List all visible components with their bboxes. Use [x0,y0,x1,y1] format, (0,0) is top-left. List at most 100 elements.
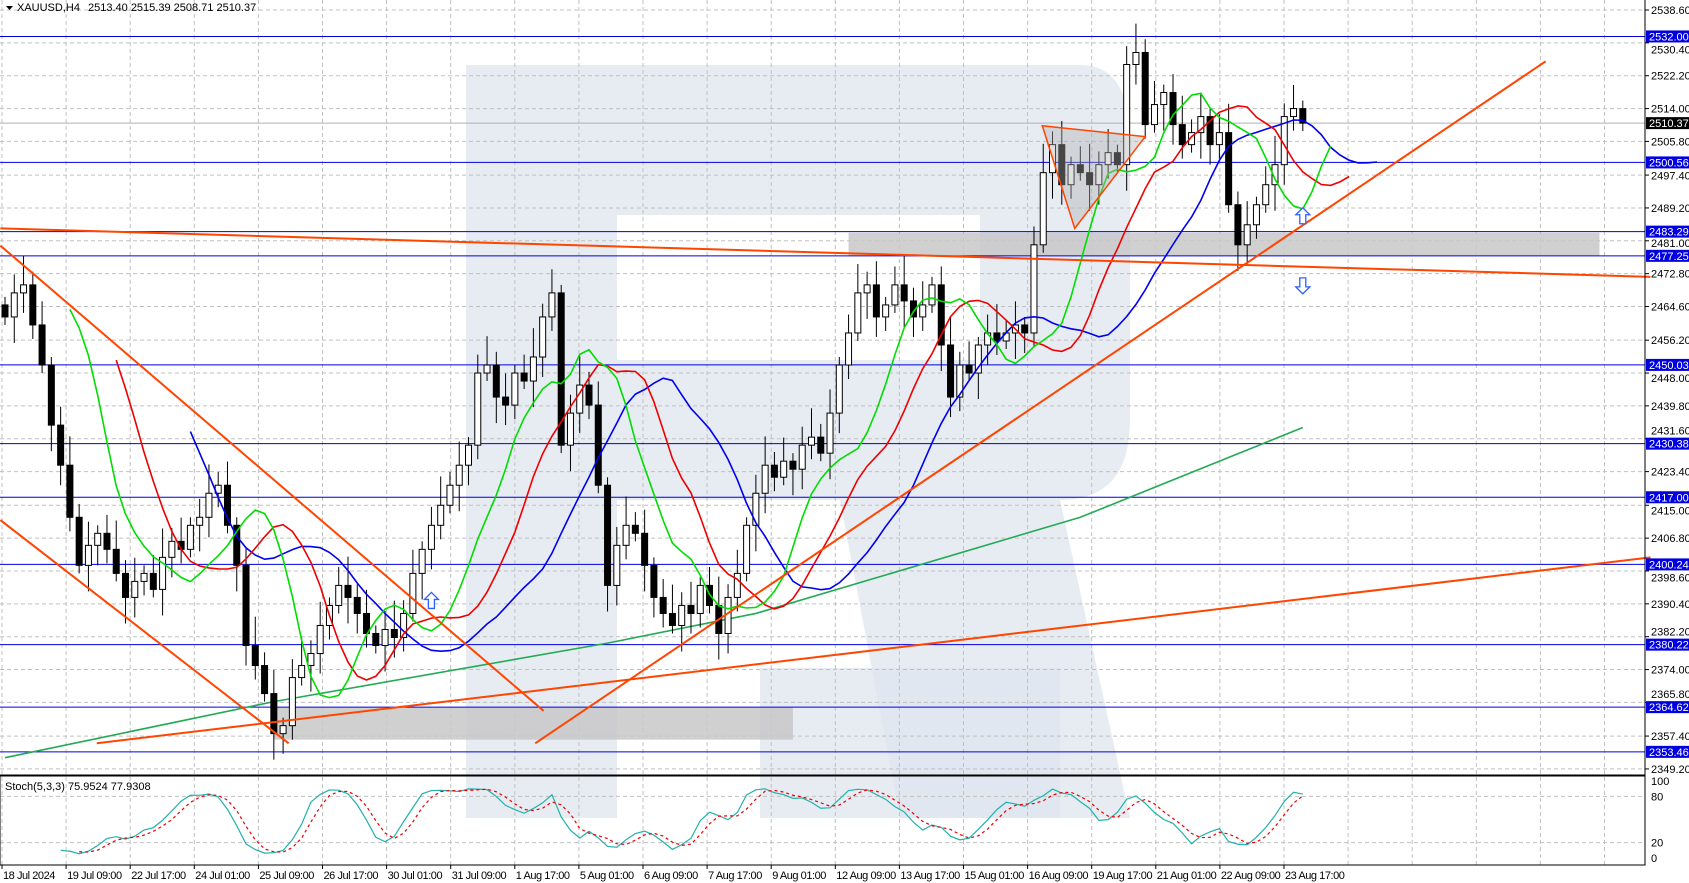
price-tick-label: 2481.00 [1651,238,1689,250]
time-tick-label: 15 Aug 01:00 [965,870,1025,882]
candle-bull [474,372,482,446]
candle-bull [483,364,491,374]
candle-bull [1095,164,1103,186]
time-tick-label: 23 Aug 17:00 [1285,870,1345,882]
candle-bear [817,436,825,454]
trend-lines[interactable] [0,60,1651,745]
candle-bull [743,524,751,574]
candle-bear [233,524,241,566]
candle-bull [1215,132,1223,146]
price-tick-label: 2456.20 [1651,335,1689,347]
candle-bear [650,564,658,598]
time-tick-label: 13 Aug 17:00 [900,870,960,882]
candle-bull [854,292,862,334]
candle-bull [168,540,176,558]
candle-bull [891,284,899,306]
level-price-label: 2430.38 [1649,439,1689,451]
price-tick-label: 2489.20 [1651,203,1689,215]
candle-bull [140,572,148,582]
candle-bull [288,677,296,727]
candle-bull [1030,244,1038,334]
price-tick-label: 2365.80 [1651,689,1689,701]
level-price-label: 2364.62 [1649,702,1689,714]
trend-line[interactable] [0,519,290,745]
candle-bull [1132,51,1140,65]
candle-bull [1243,224,1251,246]
candle-bull [307,653,315,667]
price-tick-label: 2431.60 [1651,426,1689,438]
candle-bull [622,524,630,546]
trend-line[interactable] [0,227,1651,278]
time-axis[interactable]: 18 Jul 2024 19 Jul 09:00 22 Jul 17:00 24 Ju… [0,864,1645,882]
candle-bull [928,284,936,306]
price-tick-label: 2497.40 [1651,170,1689,182]
candle-bear [789,460,797,470]
candle-bear [66,464,74,518]
time-tick-label: 25 Jul 09:00 [259,870,314,882]
candle-bear [38,324,46,366]
candle-bear [29,284,37,326]
price-tick-label: 2472.80 [1651,269,1689,281]
candle-bear [1076,164,1084,174]
candle-bull [1271,164,1279,186]
candle-bear [594,404,602,486]
level-price-label: 2532.00 [1649,31,1689,43]
price-tick-label: 2382.20 [1651,627,1689,639]
alligator-lines [69,92,1378,699]
collapse-triangle-icon[interactable] [6,6,13,10]
candle-bear [1299,108,1307,124]
triangle-pattern[interactable] [1041,124,1147,230]
candle-bear [1113,152,1121,166]
candle-bear [993,332,1001,342]
candle-bear [122,572,130,598]
candle-bull [835,364,843,414]
candle-bull [316,624,324,655]
candle-bear [103,532,111,550]
candle-bull [427,524,435,550]
candle-bear [1141,51,1149,126]
price-tick-label: 2390.40 [1651,599,1689,611]
time-tick-label: 9 Aug 01:00 [772,870,826,882]
level-price-tag [1646,156,1689,169]
candle-bull [1067,164,1075,186]
price-tick-label: 2374.00 [1651,665,1689,677]
price-axis[interactable]: 2538.60 2530.40 2522.20 2514.00 2505.80 2497.… [0,0,1689,865]
candle-bear [1234,204,1242,246]
candle-bear [1169,92,1177,126]
price-tick-label: 2439.80 [1651,401,1689,413]
candle-bear [1,304,9,318]
horizontal-levels[interactable] [0,35,1645,753]
candle-bear [270,693,278,735]
time-tick-label: 31 Jul 09:00 [452,870,507,882]
candle-bull [826,412,834,454]
time-tick-label: 12 Aug 09:00 [836,870,896,882]
level-price-tag [1646,225,1689,238]
price-tick-label: 2522.20 [1651,71,1689,83]
candle-bear [965,364,973,374]
chart-symbol: XAUUSD,H4 [17,2,80,14]
level-price-label: 2483.29 [1649,227,1689,239]
price-tick-label: 2406.80 [1651,533,1689,545]
candle-bear [112,548,120,574]
candle-bull [159,556,167,590]
trend-line[interactable] [0,244,545,712]
candle-bull [548,292,556,318]
stoch-level-label: 80 [1651,791,1663,803]
level-price-tag [1646,249,1689,262]
candle-bear [585,384,593,406]
candle-bull [1197,116,1205,134]
time-tick-label: 22 Aug 09:00 [1221,870,1281,882]
candle-bull [205,492,213,518]
candle-bull [20,284,28,294]
trend-line[interactable] [96,556,1651,745]
candle-bull [678,604,686,626]
level-price-tag [1646,491,1689,504]
trend-line[interactable] [534,60,1547,745]
candle-bull [974,344,982,374]
candle-bear [353,596,361,614]
candle-bull [1252,204,1260,226]
price-tick-label: 2530.40 [1651,44,1689,56]
level-price-tag [1646,358,1689,371]
level-price-label: 2477.25 [1649,251,1689,263]
